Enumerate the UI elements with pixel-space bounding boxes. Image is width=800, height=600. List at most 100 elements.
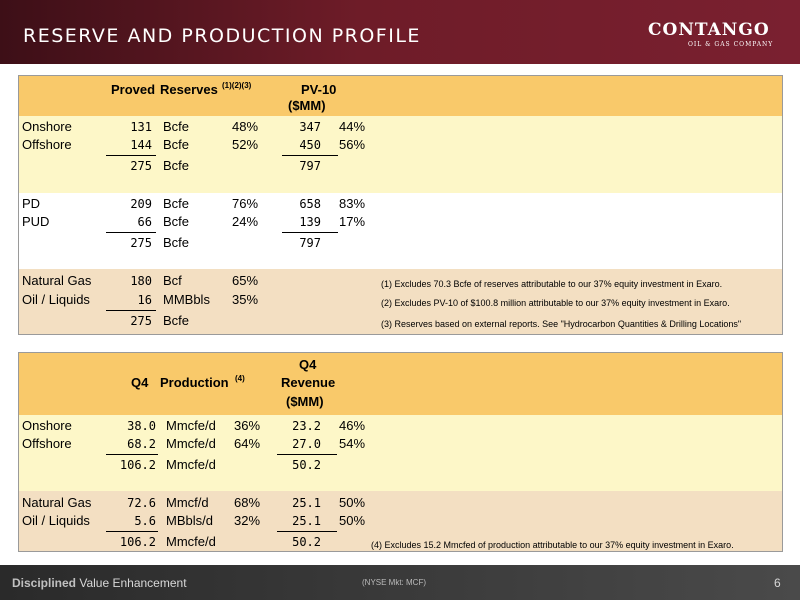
row-label: Oil / Liquids [22,513,90,528]
table-row: Offshore 68.2 Mmcfe/d 64% 27.0 54% [19,436,782,454]
row-value: 106.2 [119,458,156,472]
subtotal-rule [106,531,158,532]
col-reserves: Reserves [160,82,218,97]
row-pv-pct: 83% [339,196,366,211]
footer-ticker: (NYSE Mkt: MCF) [362,578,426,587]
col-rev-q4: Q4 [299,357,317,372]
row-pv: 658 [299,197,321,211]
row-label: Offshore [22,436,72,451]
row-pv: 797 [299,236,321,250]
row-value: 38.0 [127,419,156,433]
reserves-table: Proved Reserves (1)(2)(3) PV-10 ($MM) On… [18,75,783,335]
row-pv-pct: 56% [339,137,366,152]
row-label: Natural Gas [22,273,92,288]
col-proved: Proved [111,82,156,97]
footer-bar: Disciplined Value Enhancement (NYSE Mkt:… [0,565,800,600]
row-rev: 50.2 [292,535,321,549]
row-label: Natural Gas [22,495,92,510]
row-unit: MMBbls [163,292,210,307]
table-row: 275 Bcfe (3) Reserves based on external … [19,313,782,331]
row-value: 5.6 [134,514,156,528]
table-row: Offshore 144 Bcfe 52% 450 56% [19,137,782,155]
table-row: Oil / Liquids 5.6 MBbls/d 32% 25.1 50% [19,513,782,531]
subtotal-rule [277,531,337,532]
row-pv: 347 [299,120,321,134]
row-unit: MBbls/d [166,513,213,528]
logo-subtitle: OIL & GAS COMPANY [688,41,774,48]
footnote-2: (2) Excludes PV-10 of $100.8 million att… [381,298,730,308]
row-rev: 25.1 [292,496,321,510]
row-rev: 25.1 [292,514,321,528]
row-value: 275 [130,159,152,173]
row-rev: 23.2 [292,419,321,433]
production-header-row: Q4 Production (4) Q4 Revenue ($MM) [19,353,782,415]
row-value: 72.6 [127,496,156,510]
col-revenue-unit: ($MM) [286,394,324,409]
row-unit: Mmcfe/d [166,457,216,472]
col-q4: Q4 [131,375,149,390]
table-row: 275 Bcfe 797 [19,235,782,253]
row-value: 275 [130,236,152,250]
footer-tagline: Disciplined Value Enhancement [12,576,187,590]
row-pct: 24% [232,214,259,229]
row-label: PD [22,196,41,211]
table-row: Oil / Liquids 16 MMBbls 35% (2) Excludes… [19,292,782,310]
row-pct: 52% [232,137,259,152]
table-row: Onshore 131 Bcfe 48% 347 44% [19,119,782,137]
table-row: Natural Gas 180 Bcf 65% (1) Excludes 70.… [19,273,782,291]
footer-tagline-bold: Disciplined [12,576,77,590]
col-revenue: Revenue [281,375,336,390]
row-rev-pct: 50% [339,495,366,510]
table-row: PUD 66 Bcfe 24% 139 17% [19,214,782,232]
subtotal-rule [106,310,156,311]
col-pv10: PV-10 [301,82,337,97]
row-pv: 797 [299,159,321,173]
row-value: 106.2 [119,535,156,549]
page-number: 6 [774,576,781,590]
col-production-note: (4) [235,374,245,383]
table-row: 106.2 Mmcfe/d 50.2 [19,457,782,475]
row-value: 144 [130,138,152,152]
row-pv: 450 [299,138,321,152]
footnote-3: (3) Reserves based on external reports. … [381,319,742,329]
row-unit: Bcf [163,273,182,288]
row-unit: Bcfe [163,137,190,152]
row-unit: Mmcfe/d [166,534,216,549]
row-pct: 76% [232,196,259,211]
row-value: 180 [130,274,152,288]
row-rev: 50.2 [292,458,321,472]
row-pv-pct: 44% [339,119,366,134]
row-label: Onshore [22,418,72,433]
row-unit: Bcfe [163,214,190,229]
row-unit: Bcfe [163,235,190,250]
row-value: 131 [130,120,152,134]
table-row: PD 209 Bcfe 76% 658 83% [19,196,782,214]
logo-wordmark: CONTANGO [648,20,770,40]
page-title: RESERVE AND PRODUCTION PROFILE [23,25,421,47]
production-geo-band: Onshore 38.0 Mmcfe/d 36% 23.2 46% Offsho… [19,415,782,491]
company-logo: CONTANGO OIL & GAS COMPANY [648,22,788,52]
subtotal-rule [106,232,156,233]
row-pct: 32% [234,513,261,528]
row-label: Offshore [22,137,72,152]
table-row: 106.2 Mmcfe/d 50.2 (4) Excludes 15.2 Mmc… [19,534,782,551]
table-row: 275 Bcfe 797 [19,158,782,176]
row-value: 275 [130,314,152,328]
row-unit: Mmcfe/d [166,436,216,451]
row-value: 16 [137,293,152,307]
reserves-product-band: Natural Gas 180 Bcf 65% (1) Excludes 70.… [19,269,782,334]
row-value: 209 [130,197,152,211]
row-pct: 36% [234,418,261,433]
row-value: 66 [137,215,152,229]
footnote-1: (1) Excludes 70.3 Bcfe of reserves attri… [381,279,723,289]
col-pv10-unit: ($MM) [288,98,326,113]
reserves-class-band: PD 209 Bcfe 76% 658 83% PUD 66 Bcfe 24% … [19,193,782,269]
row-pv-pct: 17% [339,214,366,229]
row-rev-pct: 54% [339,436,366,451]
row-unit: Bcfe [163,313,190,328]
subtotal-rule [282,232,338,233]
reserves-geo-band: Onshore 131 Bcfe 48% 347 44% Offshore 14… [19,116,782,193]
row-unit: Mmcf/d [166,495,209,510]
production-product-band: Natural Gas 72.6 Mmcf/d 68% 25.1 50% Oil… [19,491,782,551]
subtotal-rule [106,155,156,156]
